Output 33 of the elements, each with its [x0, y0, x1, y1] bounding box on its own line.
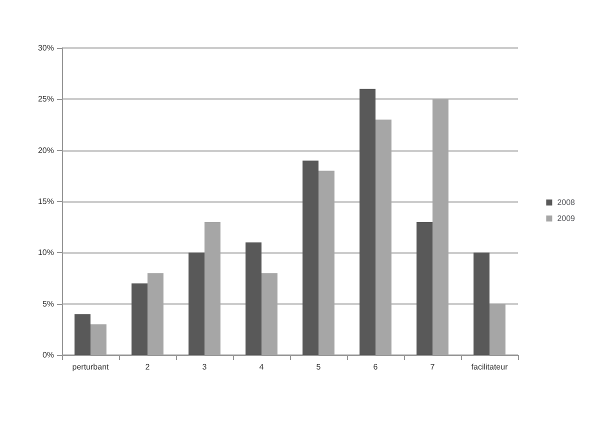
y-tick-label: 30%: [38, 44, 54, 52]
bar: [246, 242, 262, 355]
bar: [416, 222, 432, 355]
y-tick-label: 20%: [38, 146, 54, 155]
bar: [132, 283, 148, 355]
x-tick-label: 2: [145, 362, 150, 372]
bar: [360, 88, 376, 355]
bar: [474, 252, 490, 355]
legend-label: 2008: [557, 198, 576, 207]
bar: [302, 160, 318, 355]
x-tick-label: 6: [373, 362, 378, 372]
bar: [90, 324, 106, 355]
y-tick-label: 15%: [38, 197, 54, 206]
y-tick-label: 10%: [38, 248, 54, 258]
y-tick-label: 25%: [38, 94, 54, 104]
x-tick-label: 3: [202, 362, 208, 372]
bar: [490, 304, 506, 355]
x-tick-label: 4: [259, 362, 264, 372]
x-tick-label: 7: [430, 362, 436, 372]
bar: [74, 314, 90, 355]
x-tick-label: 5: [316, 362, 322, 372]
bar: [432, 99, 448, 355]
y-tick-label: 5%: [42, 299, 54, 308]
bar: [188, 252, 204, 355]
legend-label: 2009: [557, 214, 576, 223]
bar: [148, 273, 164, 355]
x-tick-label: facilitateur: [471, 362, 508, 372]
bar: [204, 222, 220, 355]
x-tick-label: perturbant: [72, 362, 110, 372]
y-tick-label: 0%: [42, 350, 54, 360]
bar: [262, 273, 278, 355]
bar: [318, 170, 334, 355]
bar: [376, 120, 392, 355]
